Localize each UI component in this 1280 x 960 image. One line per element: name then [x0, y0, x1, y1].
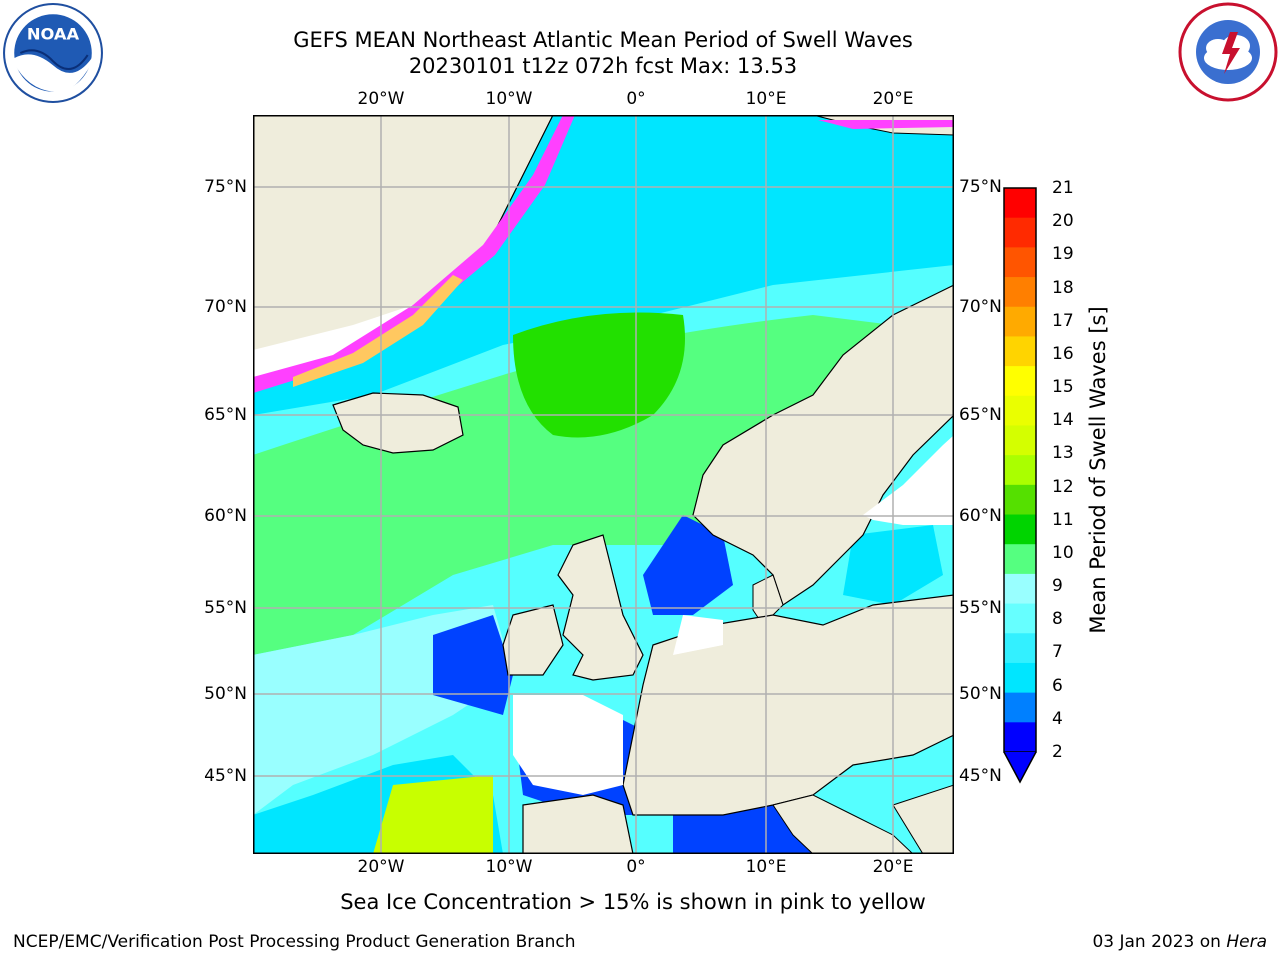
ocean-band-green [253, 315, 893, 655]
colorbar-tick-label: 11 [1052, 509, 1074, 530]
colorbar-tick-label: 14 [1052, 410, 1074, 431]
lat-label-right-70n: 70°N [959, 297, 1002, 317]
colorbar-segment [1004, 188, 1036, 219]
sea-ice-note: Sea Ice Concentration > 15% is shown in … [340, 890, 926, 914]
colorbar-tick-label: 6 [1052, 675, 1063, 696]
lat-label-right-50n: 50°N [959, 684, 1002, 704]
footer-host: Hera [1226, 932, 1267, 952]
ocean-band-deepblue-celtic [433, 615, 513, 715]
lat-label-left-70n: 70°N [204, 297, 247, 317]
footer-date-text: 03 Jan 2023 on [1092, 932, 1227, 952]
colorbar-tick-label: 19 [1052, 244, 1074, 265]
colorbar-segment [1004, 217, 1036, 248]
lon-label-bottom-10e: 10°E [745, 857, 787, 877]
ocean-band-deepblue-north-sea [643, 515, 733, 615]
lat-label-right-60n: 60°N [959, 506, 1002, 526]
map-gridlines [253, 115, 954, 854]
lat-label-left-65n: 65°N [204, 405, 247, 425]
lon-label-top-20w: 20°W [357, 89, 405, 109]
colorbar-segment [1004, 692, 1036, 723]
colorbar-segment [1004, 722, 1036, 753]
ice-free-greenland-coast [253, 305, 413, 380]
lon-label-bottom-10w: 10°W [485, 857, 533, 877]
lon-label-top-10e: 10°E [745, 89, 787, 109]
ocean-band-north [253, 115, 954, 415]
ice-free-north-sea-coast [673, 615, 723, 655]
land-iberia [522, 794, 634, 854]
land-ireland [502, 604, 564, 676]
colorbar-title: Mean Period of Swell Waves [s] [1086, 306, 1110, 634]
ocean-band-yellowgreen [373, 775, 493, 854]
lat-label-left-55n: 55°N [204, 598, 247, 618]
lat-label-left-45n: 45°N [204, 766, 247, 786]
colorbar-tick-label: 21 [1052, 178, 1074, 198]
land-scandinavia [692, 284, 954, 606]
sea-ice-yellow [293, 275, 463, 387]
colorbar-tick-label: 2 [1052, 742, 1063, 762]
ice-free-bothnia [863, 435, 954, 525]
colorbar-extend-arrow [1003, 751, 1037, 784]
colorbar-segment [1004, 366, 1036, 397]
land-balkans [892, 784, 954, 854]
colorbar-tick-label: 9 [1052, 576, 1063, 597]
colorbar-segment [1004, 395, 1036, 426]
colorbar-tick-label: 10 [1052, 542, 1074, 563]
ocean-band-darkgreen [513, 312, 685, 438]
sea-ice-svalbard [818, 120, 954, 129]
ice-free-biscay-shelf [513, 695, 623, 795]
colorbar-tick-label: 18 [1052, 277, 1074, 298]
colorbar-tick-label: 13 [1052, 443, 1074, 464]
lat-label-right-55n: 55°N [959, 598, 1002, 618]
colorbar-segment [1004, 455, 1036, 486]
footer-credit: NCEP/EMC/Verification Post Processing Pr… [13, 932, 576, 952]
colorbar-segment [1004, 603, 1036, 634]
lon-label-bottom-0: 0° [626, 857, 646, 877]
map-panel [253, 115, 954, 854]
colorbar-tick-label: 15 [1052, 377, 1074, 398]
colorbar [1003, 187, 1037, 784]
colorbar-tick-label: 12 [1052, 476, 1074, 497]
colorbar-tick-label: 8 [1052, 609, 1063, 630]
colorbar-tick-label: 16 [1052, 343, 1074, 364]
colorbar-tick-label: 17 [1052, 310, 1074, 331]
lon-label-bottom-20w: 20°W [357, 857, 405, 877]
chart-subtitle: 20230101 t12z 072h fcst Max: 13.53 [408, 54, 798, 78]
lon-label-top-0: 0° [626, 89, 646, 109]
colorbar-segment [1004, 662, 1036, 694]
colorbar-segment [1004, 306, 1036, 337]
lon-label-top-10w: 10°W [485, 89, 533, 109]
lat-label-left-50n: 50°N [204, 684, 247, 704]
colorbar-segment [1004, 484, 1036, 516]
colorbar-segment [1004, 633, 1036, 664]
colorbar-tick-label: 20 [1052, 211, 1074, 232]
colorbar-segment [1004, 425, 1036, 456]
noaa-logo-text: NOAA [27, 25, 80, 44]
lat-label-right-65n: 65°N [959, 405, 1002, 425]
lat-label-left-75n: 75°N [204, 177, 247, 197]
nws-logo-icon [1178, 2, 1278, 102]
colorbar-segment [1004, 514, 1036, 545]
map-border [253, 115, 954, 854]
colorbar-segment [1004, 247, 1036, 278]
colorbar-tick-label: 7 [1052, 642, 1063, 663]
chart-title: GEFS MEAN Northeast Atlantic Mean Period… [293, 28, 913, 52]
land-iceland [332, 392, 464, 454]
colorbar-segment [1004, 277, 1036, 308]
lat-label-left-60n: 60°N [204, 506, 247, 526]
colorbar-segment [1004, 336, 1036, 367]
colorbar-segment [1004, 573, 1036, 605]
noaa-logo-icon: NOAA [3, 3, 103, 103]
lat-label-right-45n: 45°N [959, 766, 1002, 786]
colorbar-tick-label: 4 [1052, 708, 1063, 729]
lon-label-top-20e: 20°E [872, 89, 914, 109]
lat-label-right-75n: 75°N [959, 177, 1002, 197]
footer-date: 03 Jan 2023 on Hera [1092, 932, 1267, 952]
land-italy [772, 794, 914, 854]
lon-label-bottom-20e: 20°E [872, 857, 914, 877]
colorbar-segment [1004, 544, 1036, 575]
